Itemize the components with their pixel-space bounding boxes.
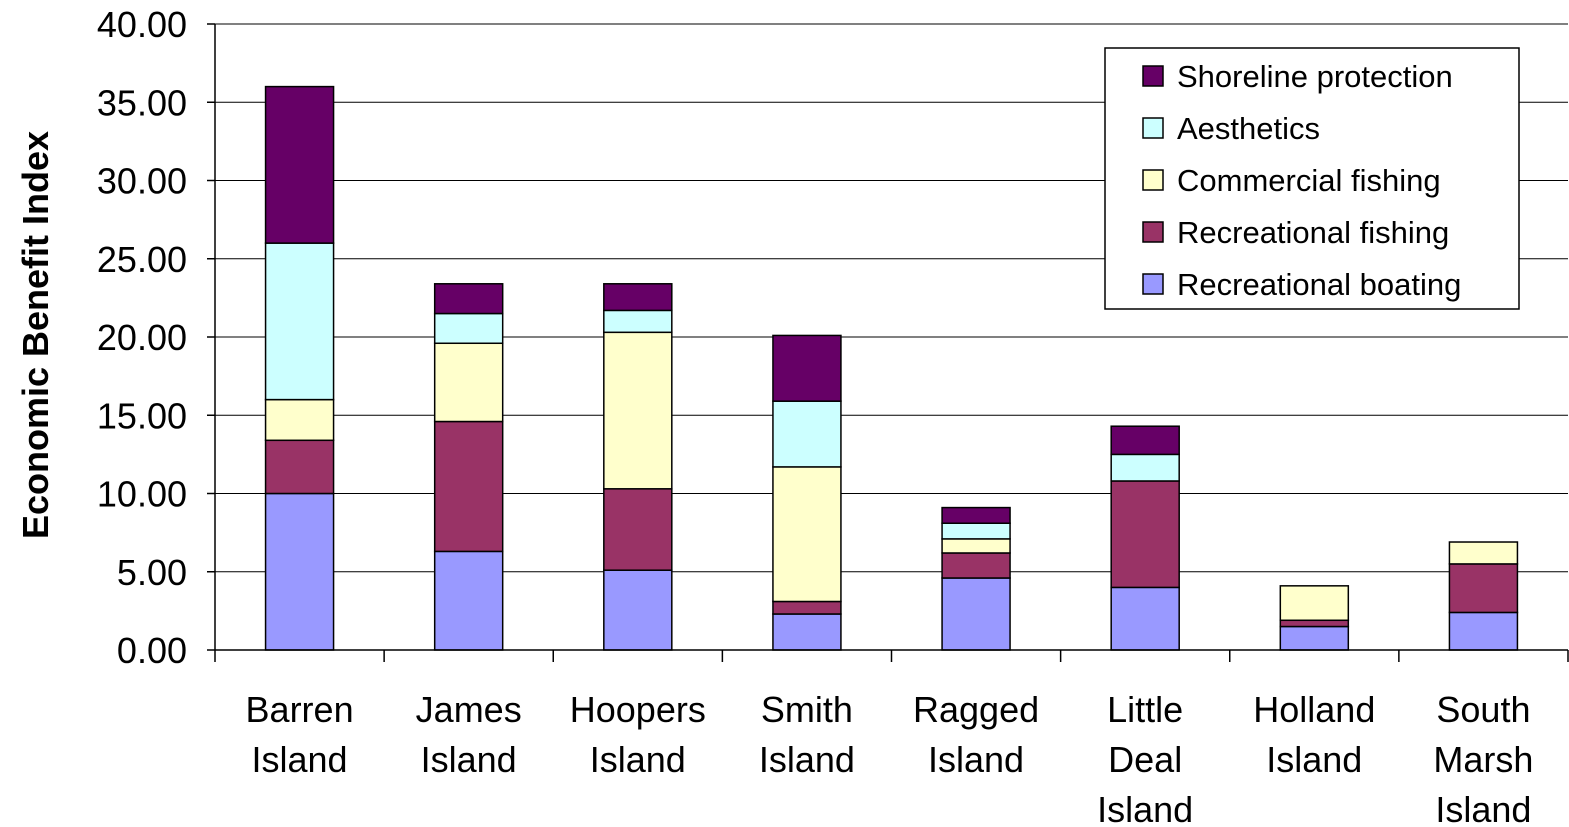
bar-segment-shoreline-protection [264,85,335,244]
bar-segment-commercial-fishing [1279,585,1350,622]
bar-segment-shoreline-protection [941,506,1011,524]
bar-segment-recreational-boating [433,550,504,651]
bar-segment-recreational-boating [1279,625,1350,651]
bar-segment-recreational-boating [1110,586,1180,651]
legend-label: Aesthetics [1177,111,1320,146]
bar-segment-recreational-fishing [1448,563,1519,614]
y-tick-label: 15.00 [97,395,187,436]
bar-segment-shoreline-protection [772,334,842,402]
bar-segment-shoreline-protection [1110,425,1180,456]
bar-segment-shoreline-protection [603,283,673,312]
bar-segment-aesthetics [941,522,1011,540]
legend-label: Recreational fishing [1177,215,1449,250]
bar-segment-commercial-fishing [941,538,1011,554]
y-axis-title: Economic Benefit Index [15,131,56,539]
bar-segment-commercial-fishing [772,466,842,603]
bar-segment-commercial-fishing [1448,541,1519,565]
y-tick-label: 5.00 [117,552,187,593]
x-category-label: Hoopers Island [570,689,706,780]
x-category-label: Little Deal Island [1097,689,1193,827]
bar-segment-commercial-fishing [433,342,504,423]
legend: Shoreline protection Aesthetics Commercial… [1104,47,1520,310]
axes [214,24,1569,662]
bar-segment-recreational-fishing [772,600,842,615]
bar-segment-recreational-boating [941,577,1011,651]
bar-segment-recreational-fishing [264,439,335,495]
bar-segment-commercial-fishing [264,398,335,442]
bar-segment-aesthetics [772,400,842,468]
bar-segment-aesthetics [1110,453,1180,482]
y-tick-label: 35.00 [97,82,187,123]
x-category-label: Holland Island [1253,689,1375,780]
legend-swatch [1142,221,1164,243]
legend-box [1104,47,1520,310]
bar-segment-recreational-boating [1448,611,1519,651]
bar-segment-commercial-fishing [603,331,673,490]
bar-segment-recreational-fishing [433,420,504,553]
x-category-label: Barren Island [246,689,354,780]
x-category-label: James Island [416,689,522,780]
y-tick-label: 30.00 [97,161,187,202]
bar-segment-aesthetics [264,242,335,401]
y-tick-label: 40.00 [97,4,187,45]
y-tick-label: 10.00 [97,474,187,515]
y-tick-label: 20.00 [97,317,187,358]
legend-label: Recreational boating [1177,267,1461,302]
legend-swatch [1142,65,1164,87]
bar-segment-recreational-boating [772,613,842,651]
legend-swatch [1142,117,1164,139]
bar-segment-aesthetics [433,312,504,345]
x-category-label: South Marsh Island [1433,689,1533,827]
legend-swatch [1142,169,1164,191]
y-tick-label: 0.00 [117,630,187,671]
x-category-label: Smith Island [759,689,855,780]
x-category-label: Ragged Island [913,689,1039,780]
bar-segment-recreational-fishing [1110,480,1180,589]
x-category-labels: Barren Island James Island Hoopers Island Smit… [246,689,1534,827]
bar-segment-recreational-fishing [603,488,673,571]
y-tick-label: 25.00 [97,239,187,280]
legend-label: Commercial fishing [1177,163,1441,198]
legend-swatch [1142,273,1164,295]
bar-segment-recreational-boating [264,492,335,651]
bar-segment-shoreline-protection [433,283,504,315]
bars [264,85,1519,651]
bar-segment-aesthetics [603,309,673,334]
legend-label: Shoreline protection [1177,59,1453,94]
bar-segment-recreational-fishing [941,552,1011,579]
bar-segment-recreational-boating [603,569,673,651]
y-tick-labels: 0.00 5.00 10.00 15.00 20.00 25.00 30.00 35.00 40… [97,4,187,671]
bar-segment-recreational-fishing [1279,619,1350,628]
